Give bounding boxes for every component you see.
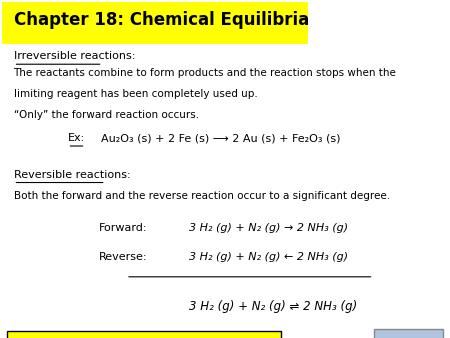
FancyBboxPatch shape xyxy=(7,331,281,338)
Text: The reactants combine to form products and the reaction stops when the: The reactants combine to form products a… xyxy=(14,68,396,78)
Text: limiting reagent has been completely used up.: limiting reagent has been completely use… xyxy=(14,89,257,99)
Text: Forward:: Forward: xyxy=(99,223,148,233)
Text: Both the forward and the reverse reaction occur to a significant degree.: Both the forward and the reverse reactio… xyxy=(14,191,390,201)
Text: “Only” the forward reaction occurs.: “Only” the forward reaction occurs. xyxy=(14,110,198,120)
Text: Irreversible reactions:: Irreversible reactions: xyxy=(14,51,135,62)
Text: 3 H₂ (g) + N₂ (g) → 2 NH₃ (g): 3 H₂ (g) + N₂ (g) → 2 NH₃ (g) xyxy=(189,223,348,233)
Text: Chapter 18: Chemical Equilibria: Chapter 18: Chemical Equilibria xyxy=(14,10,309,29)
Text: Reverse:: Reverse: xyxy=(99,252,148,263)
FancyBboxPatch shape xyxy=(2,2,308,44)
Text: Ex:: Ex: xyxy=(68,133,85,143)
Text: 3 H₂ (g) + N₂ (g) ← 2 NH₃ (g): 3 H₂ (g) + N₂ (g) ← 2 NH₃ (g) xyxy=(189,252,348,263)
Text: 3 H₂ (g) + N₂ (g) ⇌ 2 NH₃ (g): 3 H₂ (g) + N₂ (g) ⇌ 2 NH₃ (g) xyxy=(189,300,357,313)
Text: Au₂O₃ (s) + 2 Fe (s) ⟶ 2 Au (s) + Fe₂O₃ (s): Au₂O₃ (s) + 2 Fe (s) ⟶ 2 Au (s) + Fe₂O₃ … xyxy=(101,133,341,143)
FancyBboxPatch shape xyxy=(374,329,443,338)
Text: Reversible reactions:: Reversible reactions: xyxy=(14,170,130,180)
